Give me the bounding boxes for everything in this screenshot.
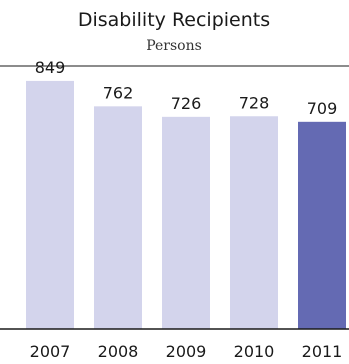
bar-2007 [26,80,74,329]
x-tick-labels-group: 2007 2008 2009 2010 2011 [30,342,343,361]
value-label-2009: 726 [171,94,202,113]
bar-2009 [162,116,210,329]
value-label-2007: 849 [35,58,66,77]
bar-2008 [94,106,142,330]
value-label-2010: 728 [239,93,270,112]
value-label-2008: 762 [103,83,134,102]
x-tick-2008: 2008 [98,342,139,361]
value-label-2011: 709 [307,99,338,118]
x-tick-2010: 2010 [234,342,275,361]
chart-subtitle: Persons [146,38,202,54]
bar-2011 [298,121,346,329]
x-tick-2011: 2011 [302,342,343,361]
x-tick-2007: 2007 [30,342,71,361]
value-labels-group: 849 762 726 728 709 [35,58,338,118]
bar-2010 [230,116,278,329]
bars-group [26,80,346,330]
x-tick-2009: 2009 [166,342,207,361]
chart-title: Disability Recipients [78,9,270,31]
